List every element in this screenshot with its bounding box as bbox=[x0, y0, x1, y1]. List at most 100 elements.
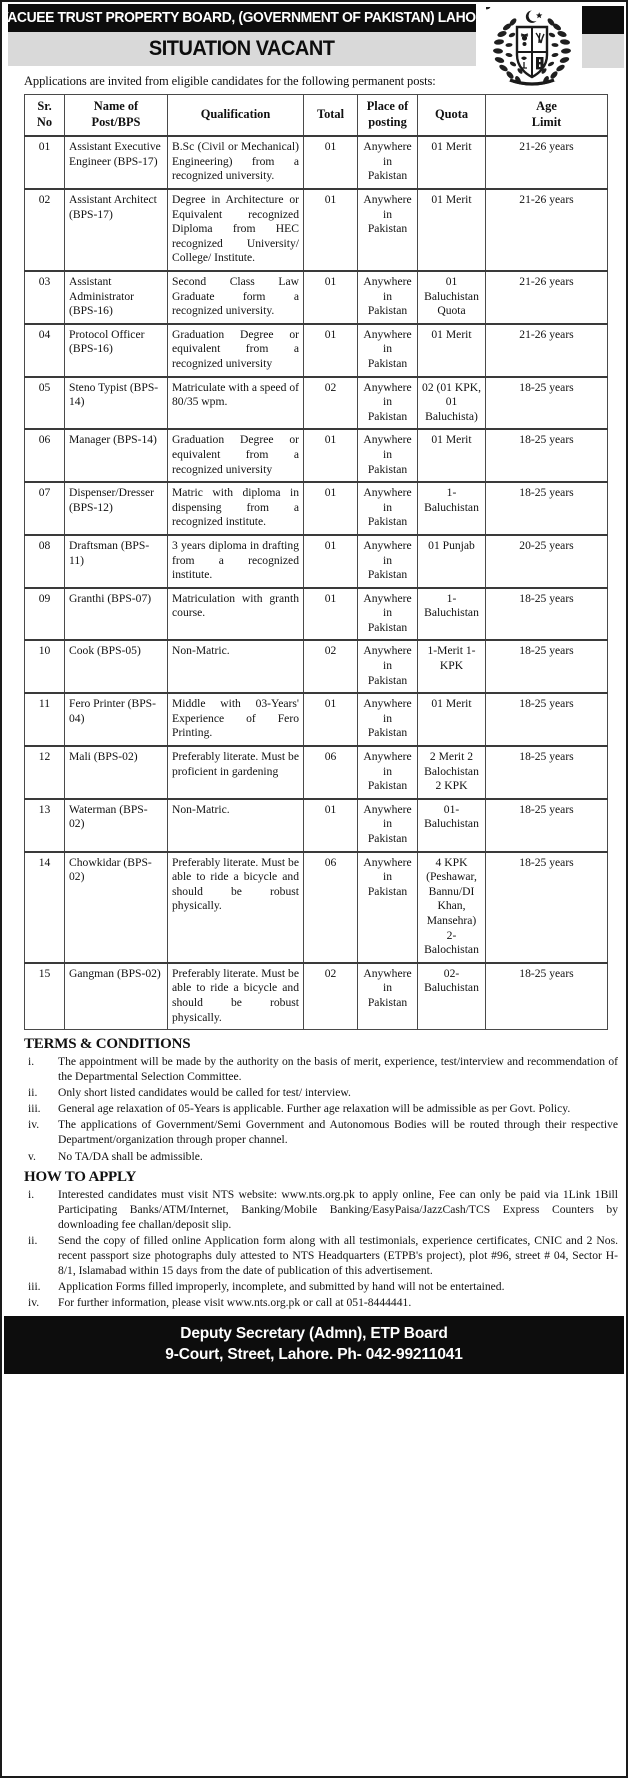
cell-total: 02 bbox=[303, 961, 358, 1031]
cell-place-of-posting: Anywhere in Pakistan bbox=[357, 481, 418, 536]
table-row: 10 Cook (BPS-05) Non-Matric. 02 Anywhere in … bbox=[24, 639, 608, 694]
cell-qualification: 3 years diploma in drafting from a recog… bbox=[167, 533, 304, 589]
cell-sr-no: 14 bbox=[24, 850, 65, 964]
how-to-apply-item-number: ii. bbox=[28, 1233, 38, 1247]
terms-item-text: The applications of Government/Semi Gove… bbox=[58, 1118, 618, 1147]
cell-post-name: Mali (BPS-02) bbox=[64, 745, 168, 800]
cell-sr-no: 06 bbox=[24, 428, 65, 483]
cell-qualification: Middle with 03-Years' Experience of Fero… bbox=[167, 692, 304, 747]
organization-title-band: EVACUEE TRUST PROPERTY BOARD, (GOVERNMEN… bbox=[2, 4, 494, 32]
cell-age-limit: 18-25 years bbox=[485, 692, 608, 747]
cell-qualification: Matriculate with a speed of 80/35 wpm. bbox=[167, 375, 304, 430]
cell-total: 01 bbox=[303, 270, 358, 325]
cell-place-of-posting: Anywhere in Pakistan bbox=[357, 639, 418, 694]
cell-total: 01 bbox=[303, 533, 358, 589]
cell-place-of-posting: Anywhere in Pakistan bbox=[357, 961, 418, 1031]
situation-vacant-title: SITUATION VACANT bbox=[149, 37, 335, 60]
how-to-apply-item-text: Interested candidates must visit NTS web… bbox=[58, 1187, 618, 1231]
cell-quota: 01- Baluchistan bbox=[417, 797, 486, 853]
cell-quota: 01 Merit bbox=[417, 188, 486, 272]
table-row: 12 Mali (BPS-02) Preferably literate. Must… bbox=[24, 745, 608, 800]
cell-qualification: Preferably literate. Must be able to rid… bbox=[167, 850, 304, 964]
cell-post-name: Dispenser/Dresser (BPS-12) bbox=[64, 481, 168, 536]
table-row: 09 Granthi (BPS-07) Matriculation with gra… bbox=[24, 586, 608, 641]
cell-total: 06 bbox=[303, 850, 358, 964]
cell-post-name: Gangman (BPS-02) bbox=[64, 961, 168, 1031]
footer-line-1: Deputy Secretary (Admn), ETP Board bbox=[180, 1325, 448, 1343]
cell-total: 01 bbox=[303, 797, 358, 853]
cell-sr-no: 15 bbox=[24, 961, 65, 1031]
cell-qualification: Matric with diploma in dispensing from a… bbox=[167, 481, 304, 536]
cell-sr-no: 12 bbox=[24, 745, 65, 800]
cell-post-name: Steno Typist (BPS-14) bbox=[64, 375, 168, 430]
terms-item: iv. The applications of Government/Semi G… bbox=[24, 1117, 618, 1147]
table-row: 02 Assistant Architect (BPS-17) Degree in … bbox=[24, 188, 608, 272]
how-to-apply-item-text: For further information, please visit ww… bbox=[58, 1296, 412, 1309]
header-black-corner bbox=[582, 6, 624, 34]
cell-place-of-posting: Anywhere in Pakistan bbox=[357, 428, 418, 483]
how-to-apply-section: HOW TO APPLY i. Interested candidates mus… bbox=[24, 1169, 618, 1311]
cell-age-limit: 18-25 years bbox=[485, 745, 608, 800]
table-row: 03 Assistant Administrator (BPS-16) Second… bbox=[24, 270, 608, 325]
cell-quota: 01 Merit bbox=[417, 135, 486, 190]
cell-sr-no: 05 bbox=[24, 375, 65, 430]
how-to-apply-item-text: Send the copy of filled online Applicati… bbox=[58, 1233, 618, 1277]
cell-quota: 4 KPK (Peshawar, Bannu/DI Khan, Mansehra… bbox=[417, 850, 486, 964]
cell-place-of-posting: Anywhere in Pakistan bbox=[357, 586, 418, 641]
footer-contact-bar: Deputy Secretary (Admn), ETP Board 9-Cou… bbox=[4, 1316, 624, 1374]
cell-age-limit: 20-25 years bbox=[485, 533, 608, 589]
cell-total: 06 bbox=[303, 745, 358, 800]
organization-title: EVACUEE TRUST PROPERTY BOARD, (GOVERNMEN… bbox=[0, 10, 494, 26]
how-to-apply-item-number: iv. bbox=[28, 1296, 40, 1309]
terms-item-text: The appointment will be made by the auth… bbox=[58, 1055, 618, 1084]
vacancy-table-body: 01 Assistant Executive Engineer (BPS-17) B… bbox=[24, 135, 608, 1031]
cell-sr-no: 10 bbox=[24, 639, 65, 694]
table-row: 05 Steno Typist (BPS-14) Matriculate with … bbox=[24, 375, 608, 430]
table-row: 01 Assistant Executive Engineer (BPS-17) B… bbox=[24, 135, 608, 190]
table-row: 08 Draftsman (BPS-11) 3 years diploma in d… bbox=[24, 533, 608, 589]
name-line2: Post/BPS bbox=[91, 114, 141, 129]
cell-age-limit: 21-26 years bbox=[485, 322, 608, 378]
cell-sr-no: 13 bbox=[24, 797, 65, 853]
column-header-quota: Quota bbox=[417, 94, 486, 138]
cell-age-limit: 18-25 years bbox=[485, 797, 608, 853]
cell-total: 01 bbox=[303, 692, 358, 747]
cell-qualification: Preferably literate. Must be proficient … bbox=[167, 745, 304, 800]
column-header-name-of-post: Name of Post/BPS bbox=[64, 94, 168, 138]
cell-age-limit: 18-25 years bbox=[485, 481, 608, 536]
situation-vacant-band: SITUATION VACANT bbox=[8, 32, 476, 66]
table-row: 04 Protocol Officer (BPS-16) Graduation De… bbox=[24, 322, 608, 378]
age-line1: Age bbox=[536, 99, 557, 113]
terms-item-number: iv. bbox=[28, 1118, 40, 1132]
cell-post-name: Manager (BPS-14) bbox=[64, 428, 168, 483]
table-row: 15 Gangman (BPS-02) Preferably literate. M… bbox=[24, 961, 608, 1031]
cell-total: 01 bbox=[303, 428, 358, 483]
cell-age-limit: 18-25 years bbox=[485, 850, 608, 964]
cell-quota: 1- Baluchistan bbox=[417, 481, 486, 536]
terms-item-text: Only short listed candidates would be ca… bbox=[58, 1086, 351, 1100]
cell-age-limit: 18-25 years bbox=[485, 586, 608, 641]
cell-sr-no: 09 bbox=[24, 586, 65, 641]
cell-place-of-posting: Anywhere in Pakistan bbox=[357, 322, 418, 378]
cell-quota: 01 Baluchistan Quota bbox=[417, 270, 486, 325]
cell-age-limit: 18-25 years bbox=[485, 428, 608, 483]
cell-age-limit: 18-25 years bbox=[485, 961, 608, 1031]
table-row: 06 Manager (BPS-14) Graduation Degree or e… bbox=[24, 428, 608, 483]
cell-sr-no: 02 bbox=[24, 188, 65, 272]
column-header-place-of-posting: Place of posting bbox=[357, 94, 418, 138]
cell-quota: 01 Merit bbox=[417, 428, 486, 483]
sr-line2: No bbox=[36, 114, 53, 129]
cell-total: 01 bbox=[303, 322, 358, 378]
cell-total: 01 bbox=[303, 481, 358, 536]
terms-item: iii. General age relaxation of 05-Years i… bbox=[24, 1101, 618, 1116]
cell-qualification: Matriculation with granth course. bbox=[167, 586, 304, 641]
cell-qualification: B.Sc (Civil or Mechanical) Engineering) … bbox=[167, 135, 304, 190]
intro-text: Applications are invited from eligible c… bbox=[24, 74, 436, 88]
cell-post-name: Chowkidar (BPS-02) bbox=[64, 850, 168, 964]
cell-qualification: Non-Matric. bbox=[167, 639, 304, 694]
how-to-apply-item: iv. For further information, please visit… bbox=[24, 1295, 618, 1310]
cell-post-name: Waterman (BPS-02) bbox=[64, 797, 168, 853]
cell-quota: 01 Merit bbox=[417, 692, 486, 747]
footer-line-2: 9-Court, Street, Lahore. Ph- 042-9921104… bbox=[165, 1345, 463, 1363]
